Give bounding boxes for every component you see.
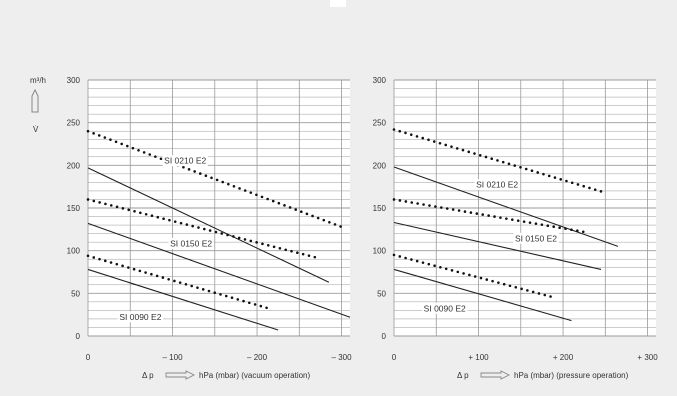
chart-panel-2: 0 50 100 150 200 250 300 0 + 100 + 200 + 300 SI 021…	[373, 76, 659, 380]
series-line-dotted	[392, 128, 607, 194]
right-arrow-icon	[165, 370, 196, 380]
y-tick-label: 200	[373, 161, 387, 170]
y-unit-label: m³/h V̇	[30, 76, 46, 134]
y-tick-label: 300	[67, 76, 81, 85]
series-line-solid	[393, 166, 619, 247]
x-tick-label: + 300	[637, 353, 658, 362]
series-line-dotted	[86, 129, 348, 230]
x-axis-label: hPa (mbar) (vacuum operation)	[199, 371, 310, 380]
series-annotation: SI 0150 E2	[515, 233, 557, 243]
series-line-solid	[393, 221, 602, 270]
up-arrow-icon	[31, 88, 39, 113]
x-axis-delta-label: Δ p	[457, 371, 469, 380]
series-annotation-background	[474, 179, 520, 191]
series-annotation: SI 0150 E2	[170, 238, 212, 248]
top-mark	[330, 0, 346, 7]
series-line-solid	[87, 167, 330, 283]
y-tick-label: 0	[76, 332, 81, 341]
series-annotation: SI 0210 E2	[164, 156, 206, 166]
x-tick-label: + 100	[468, 353, 489, 362]
x-tick-label: 0	[86, 353, 91, 362]
series-annotation-background	[168, 237, 214, 249]
y-tick-label: 250	[373, 119, 387, 128]
series-line-dotted	[392, 253, 556, 299]
series-annotation-background	[117, 311, 164, 323]
x-tick-label: + 200	[553, 353, 574, 362]
series-annotation-background	[422, 302, 468, 314]
plots: 0 50 100 150 200 250 300 0 – 100 – 200 – 300 SI 021…	[67, 76, 659, 380]
right-arrow-icon	[480, 370, 511, 380]
series-line-solid	[87, 268, 279, 331]
x-tick-label: – 100	[163, 353, 184, 362]
y-tick-label: 150	[67, 204, 81, 213]
y-tick-label: 0	[382, 332, 387, 341]
x-axis-label: hPa (mbar) (pressure operation)	[514, 371, 629, 380]
series-annotation: SI 0090 E2	[424, 303, 466, 313]
series-line-dotted	[392, 198, 586, 234]
y-tick-label: 100	[67, 247, 81, 256]
y-tick-label: 250	[67, 119, 81, 128]
series-line-solid	[87, 222, 351, 318]
series-annotation: SI 0090 E2	[119, 312, 161, 322]
series-annotation-background	[513, 232, 559, 244]
series-line-solid	[393, 268, 572, 322]
x-tick-label: 0	[392, 353, 397, 362]
x-tick-label: – 200	[247, 353, 268, 362]
y-tick-label: 50	[377, 289, 386, 298]
y-tick-label: 300	[373, 76, 387, 85]
y-unit-text: m³/h	[30, 76, 46, 85]
y-tick-label: 50	[71, 289, 80, 298]
series-annotation: SI 0210 E2	[476, 180, 518, 190]
y-symbol-text: V̇	[33, 125, 39, 134]
x-axis-delta-label: Δ p	[142, 371, 154, 380]
x-tick-label: – 300	[332, 353, 353, 362]
series-annotation-background	[162, 155, 208, 167]
chart-panel-1: 0 50 100 150 200 250 300 0 – 100 – 200 – 300 SI 021…	[67, 76, 352, 380]
y-tick-label: 150	[373, 204, 387, 213]
y-tick-label: 200	[67, 161, 81, 170]
y-tick-label: 100	[373, 247, 387, 256]
